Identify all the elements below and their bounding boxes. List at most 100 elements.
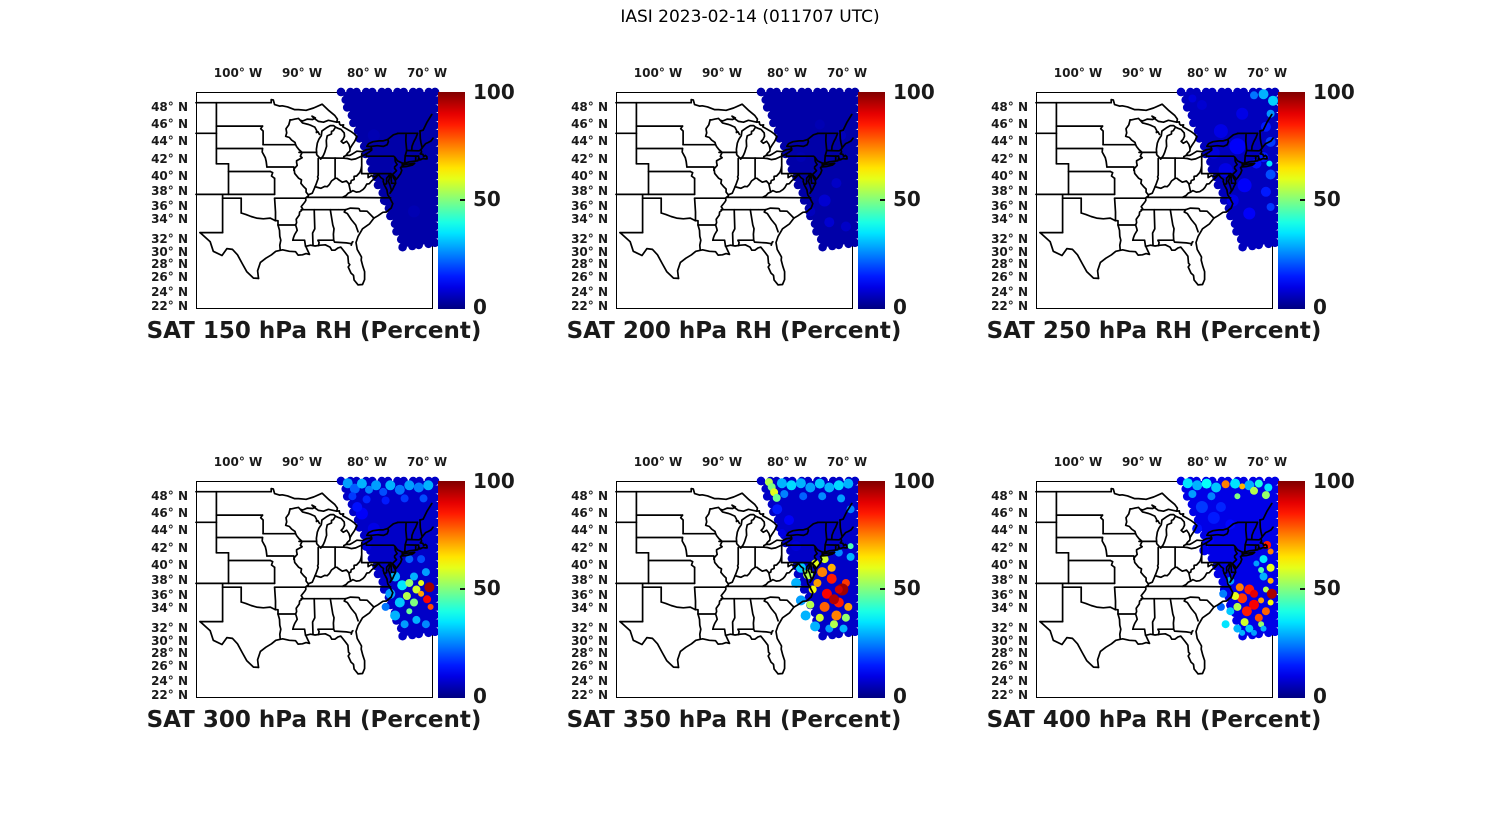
lat-tick-label: 46° N xyxy=(151,506,188,520)
lat-tick-label: 28° N xyxy=(151,257,188,271)
lat-tick-label: 44° N xyxy=(991,523,1028,537)
lon-tick-label: 70° W xyxy=(1246,66,1288,80)
panel-title: SAT 150 hPa RH (Percent) xyxy=(146,318,482,344)
lat-tick-label: 26° N xyxy=(151,659,188,673)
lat-tick-label: 42° N xyxy=(571,541,608,555)
lat-tick-label: 28° N xyxy=(571,646,608,660)
lat-tick-label: 36° N xyxy=(991,588,1028,602)
lon-tick-label: 90° W xyxy=(1121,455,1163,469)
lat-tick-label: 34° N xyxy=(571,212,608,226)
figure-title: IASI 2023-02-14 (011707 UTC) xyxy=(620,7,880,27)
map-canvas xyxy=(615,87,861,309)
satellite-swath xyxy=(1176,87,1281,252)
lat-tick-label: 36° N xyxy=(571,588,608,602)
lat-tick-label: 22° N xyxy=(571,688,608,702)
lat-tick-label: 36° N xyxy=(991,199,1028,213)
colorbar-tick-100: 100 xyxy=(473,469,515,493)
lat-tick-label: 44° N xyxy=(571,523,608,537)
lat-tick-label: 24° N xyxy=(991,285,1028,299)
lat-tick-label: 38° N xyxy=(991,573,1028,587)
lat-tick-label: 24° N xyxy=(151,285,188,299)
lat-tick-label: 24° N xyxy=(151,674,188,688)
colorbar xyxy=(1278,92,1305,309)
colorbar-tick-100: 100 xyxy=(473,80,515,104)
lat-tick-label: 34° N xyxy=(991,601,1028,615)
colorbar-tick-0: 0 xyxy=(473,295,487,319)
lon-tick-label: 80° W xyxy=(766,455,808,469)
lon-tick-label: 80° W xyxy=(766,66,808,80)
lon-tick-label: 90° W xyxy=(701,455,743,469)
lat-tick-label: 22° N xyxy=(571,299,608,313)
colorbar-tick-100: 100 xyxy=(893,469,935,493)
lat-tick-label: 32° N xyxy=(571,232,608,246)
lat-tick-label: 36° N xyxy=(571,199,608,213)
lat-tick-label: 22° N xyxy=(151,299,188,313)
lon-tick-label: 90° W xyxy=(1121,66,1163,80)
lat-tick-label: 28° N xyxy=(571,257,608,271)
lat-tick-label: 38° N xyxy=(151,184,188,198)
lat-tick-label: 30° N xyxy=(151,245,188,259)
colorbar-tick-0: 0 xyxy=(893,295,907,319)
lat-tick-label: 34° N xyxy=(991,212,1028,226)
lat-tick-label: 28° N xyxy=(991,257,1028,271)
lat-tick-label: 48° N xyxy=(571,100,608,114)
panel-title: SAT 400 hPa RH (Percent) xyxy=(986,707,1322,733)
lat-tick-label: 30° N xyxy=(571,634,608,648)
lat-tick-label: 28° N xyxy=(151,646,188,660)
colorbar-tick-100: 100 xyxy=(1313,469,1355,493)
lon-tick-label: 80° W xyxy=(1186,455,1228,469)
lat-tick-label: 40° N xyxy=(991,558,1028,572)
map-canvas xyxy=(1035,476,1281,698)
colorbar xyxy=(1278,481,1305,698)
lat-tick-label: 30° N xyxy=(151,634,188,648)
map-panel-300hpa: 100° W 90° W 80° W 70° W 48° N 46° N 44° N 42°… xyxy=(147,455,515,733)
colorbar-tick-50: 50 xyxy=(1313,576,1341,600)
colorbar-mid-tick xyxy=(460,199,465,201)
map-canvas xyxy=(615,476,861,698)
lat-tick-label: 44° N xyxy=(151,523,188,537)
colorbar xyxy=(438,92,465,309)
lat-tick-label: 42° N xyxy=(151,541,188,555)
lat-tick-label: 26° N xyxy=(571,659,608,673)
colorbar-tick-50: 50 xyxy=(473,576,501,600)
map-panel-200hpa: 100° W 90° W 80° W 70° W 48° N 46° N 44° N 42°… xyxy=(567,66,935,344)
lat-tick-label: 42° N xyxy=(571,152,608,166)
lon-tick-label: 100° W xyxy=(633,455,683,469)
colorbar-tick-0: 0 xyxy=(473,684,487,708)
lon-tick-label: 70° W xyxy=(406,66,448,80)
lon-tick-label: 80° W xyxy=(346,66,388,80)
lat-tick-label: 24° N xyxy=(571,285,608,299)
lat-tick-label: 30° N xyxy=(991,245,1028,259)
lat-tick-label: 24° N xyxy=(991,674,1028,688)
map-canvas xyxy=(195,476,441,698)
lat-tick-label: 32° N xyxy=(151,621,188,635)
lat-tick-label: 32° N xyxy=(991,232,1028,246)
lat-tick-label: 22° N xyxy=(991,688,1028,702)
lat-tick-label: 42° N xyxy=(991,541,1028,555)
lat-tick-label: 34° N xyxy=(571,601,608,615)
lat-tick-label: 42° N xyxy=(151,152,188,166)
lon-tick-label: 100° W xyxy=(1053,455,1103,469)
lon-tick-label: 70° W xyxy=(1246,455,1288,469)
lon-tick-label: 80° W xyxy=(1186,66,1228,80)
lat-tick-label: 40° N xyxy=(571,558,608,572)
lat-tick-label: 34° N xyxy=(151,212,188,226)
lat-tick-label: 48° N xyxy=(151,489,188,503)
lon-tick-label: 90° W xyxy=(701,66,743,80)
lat-tick-label: 38° N xyxy=(151,573,188,587)
lat-tick-label: 46° N xyxy=(991,117,1028,131)
lat-tick-label: 34° N xyxy=(151,601,188,615)
colorbar-tick-0: 0 xyxy=(1313,684,1327,708)
colorbar xyxy=(858,92,885,309)
lat-tick-label: 30° N xyxy=(571,245,608,259)
panel-title: SAT 300 hPa RH (Percent) xyxy=(146,707,482,733)
lat-tick-label: 30° N xyxy=(991,634,1028,648)
lat-tick-label: 32° N xyxy=(151,232,188,246)
lat-tick-label: 36° N xyxy=(151,199,188,213)
colorbar-tick-50: 50 xyxy=(893,576,921,600)
map-panel-150hpa: 100° W 90° W 80° W 70° W 48° N 46° N 44° N 42°… xyxy=(147,66,515,344)
lat-tick-label: 48° N xyxy=(991,489,1028,503)
colorbar-tick-100: 100 xyxy=(893,80,935,104)
colorbar-mid-tick xyxy=(880,588,885,590)
